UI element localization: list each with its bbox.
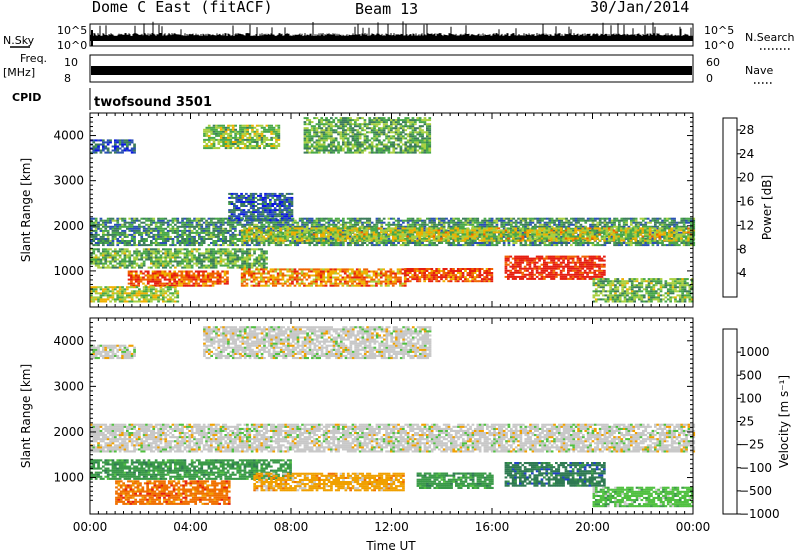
velocity-colorbar-tick-label: −100 [739, 461, 772, 475]
velocity-band-3 [253, 472, 405, 492]
radar-title: Dome C East (fitACF) [92, 0, 273, 16]
x-tick-label: 20:00 [575, 520, 610, 534]
power-colorbar-tick-label: 24 [739, 147, 754, 161]
velocity-band-8 [90, 344, 136, 360]
velocity-y-tick-label: 2000 [53, 425, 84, 439]
velocity-colorbar-tick-label: 500 [739, 368, 762, 382]
power-y-tick-label: 1000 [53, 264, 84, 278]
power-band-3 [127, 270, 229, 287]
velocity-cells [90, 326, 696, 508]
power-cells [90, 117, 696, 303]
velocity-band-7 [203, 326, 432, 360]
power-y-ticks [90, 112, 693, 294]
power-colorbar-tick-label: 20 [739, 171, 754, 185]
power-band-12 [228, 192, 294, 222]
cpid-value: twofsound 3501 [94, 95, 212, 110]
velocity-band-4 [416, 472, 494, 489]
power-colorbar-tick-label: 8 [739, 242, 747, 256]
power-colorbar-tick-label: 12 [739, 218, 754, 232]
power-y-tick-label: 3000 [53, 174, 84, 188]
freq-label: Freq. [20, 52, 47, 65]
power-band-11 [90, 139, 136, 154]
nave-tick-top: 60 [706, 56, 720, 69]
nave-tick-bottom: 0 [706, 72, 713, 85]
nave-label: Nave [745, 64, 773, 77]
power-colorbar-label: Power [dB] [760, 175, 774, 240]
power-y-tick-label: 2000 [53, 219, 84, 233]
nsky-label: N.Sky [3, 34, 35, 47]
date-label: 30/Jan/2014 [590, 0, 690, 16]
x-tick-label: 16:00 [475, 520, 510, 534]
velocity-y-ticks [90, 317, 693, 501]
power-band-10 [303, 117, 432, 154]
power-y-tick-label: 4000 [53, 129, 84, 143]
x-tick-label: 08:00 [274, 520, 309, 534]
power-colorbar-tick-label: 4 [739, 266, 747, 280]
velocity-colorbar: 1000 500 100 25 −25 −100 −500 −1000 Velocity [m … [722, 328, 791, 521]
velocity-panel: 1000 2000 3000 4000 Slant Range [km] 00:00 04:… [19, 317, 711, 553]
velocity-colorbar-tick-label: 100 [739, 391, 762, 405]
freq-tick-bottom: 8 [64, 72, 71, 85]
x-axis-label: Time UT [365, 539, 416, 553]
freq-trace [91, 66, 692, 75]
beam-label: Beam 13 [355, 0, 419, 18]
freq-tick-top: 10 [64, 56, 78, 69]
velocity-y-tick-label: 1000 [53, 471, 84, 485]
power-band-1 [240, 227, 695, 242]
power-colorbar-tick-label: 28 [739, 123, 754, 137]
velocity-band-6 [592, 486, 694, 508]
velocity-y-tick-label: 3000 [53, 379, 84, 393]
velocity-colorbar-tick-label: 1000 [739, 345, 770, 359]
velocity-colorbar-tick-label: −1000 [739, 507, 780, 521]
velocity-band-5 [504, 462, 606, 487]
freq-frame [89, 54, 694, 83]
velocity-band-2 [115, 480, 231, 505]
cpid-label: CPID [12, 91, 41, 104]
power-band-2 [90, 248, 268, 269]
power-band-7 [504, 255, 606, 280]
nsky-frame [89, 23, 694, 47]
freq-unit: [MHz] [3, 66, 35, 79]
power-colorbar-frame [722, 117, 738, 298]
velocity-band-0 [90, 423, 696, 453]
velocity-colorbar-label: Velocity [m s⁻¹] [777, 375, 791, 468]
power-y-axis-label: Slant Range [km] [19, 158, 33, 262]
x-tick-label: 00:00 [676, 520, 711, 534]
nsky-tick-bottom: 10^0 [57, 39, 87, 52]
x-tick-label: 00:00 [73, 520, 108, 534]
power-band-8 [592, 278, 694, 303]
x-tick-label: 12:00 [374, 520, 409, 534]
power-band-9 [203, 124, 281, 150]
nsearch-tick-top: 10^5 [704, 24, 734, 37]
velocity-y-axis-label: Slant Range [km] [19, 364, 33, 468]
nsearch-tick-bottom: 10^0 [704, 39, 734, 52]
power-x-ticks [89, 113, 694, 307]
velocity-y-tick-label: 4000 [53, 334, 84, 348]
power-band-4 [90, 286, 180, 303]
power-band-5 [240, 268, 407, 287]
velocity-colorbar-tick-label: −500 [739, 484, 772, 498]
parameter-strips: N.Sky 10^5 10^0 10^5 10^0 N.Search Freq.[MHz] 1… [3, 21, 795, 110]
velocity-colorbar-frame [722, 328, 738, 515]
velocity-colorbar-tick-label: −25 [739, 438, 764, 452]
power-band-6 [404, 268, 494, 283]
nsearch-label: N.Search [745, 31, 795, 44]
nsky-tick-top: 10^5 [57, 24, 87, 37]
velocity-band-1 [90, 459, 292, 480]
power-panel: 1000 2000 3000 4000 Slant Range [km] [19, 112, 696, 308]
velocity-colorbar-tick-label: 25 [739, 415, 754, 429]
x-tick-label: 04:00 [173, 520, 208, 534]
power-colorbar-tick-label: 16 [739, 195, 754, 209]
power-colorbar: 4 8 12 16 20 24 28 Power [dB] [722, 117, 774, 298]
